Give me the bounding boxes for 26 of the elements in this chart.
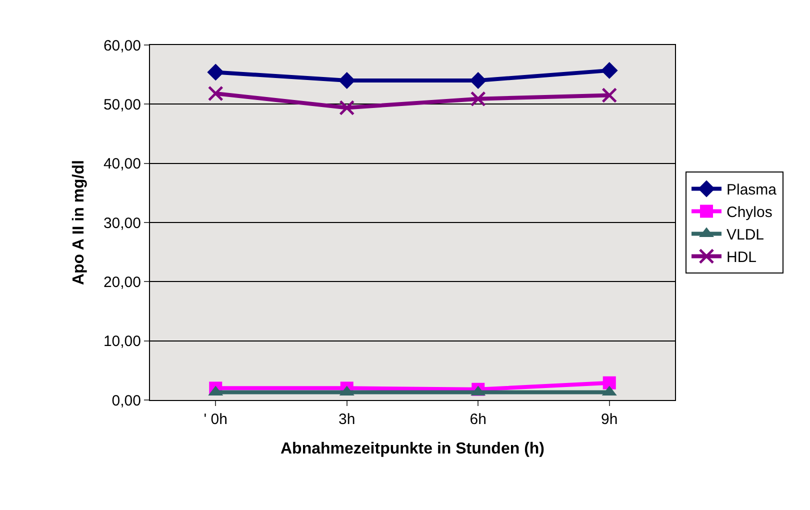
x-tick-label: 6h bbox=[470, 411, 486, 428]
y-tick-label: 60,00 bbox=[103, 37, 141, 54]
y-tick-label: 50,00 bbox=[103, 96, 141, 114]
x-tick-label: ' 0h bbox=[204, 411, 228, 428]
legend-label: Plasma bbox=[726, 182, 778, 199]
point bbox=[470, 91, 486, 107]
y-tick-label: 40,00 bbox=[103, 156, 141, 173]
y-tick-label: 10,00 bbox=[103, 333, 141, 350]
y-tick-label: 20,00 bbox=[103, 274, 141, 291]
legend-label: Chylos bbox=[726, 204, 772, 222]
point bbox=[600, 62, 618, 79]
y-tick-label: 30,00 bbox=[103, 214, 141, 232]
point bbox=[208, 86, 224, 102]
point bbox=[470, 72, 487, 89]
point bbox=[338, 72, 356, 89]
point bbox=[602, 88, 618, 104]
point bbox=[602, 376, 616, 390]
x-tick-label: 9h bbox=[601, 411, 618, 428]
point bbox=[339, 100, 355, 116]
x-tick-label: 3h bbox=[338, 411, 356, 428]
legend-label: VLDL bbox=[726, 226, 764, 244]
x-axis-title: Abnahmezeitpunkte in Stunden (h) bbox=[280, 440, 544, 458]
legend-label: HDL bbox=[726, 249, 757, 266]
point bbox=[207, 64, 224, 81]
y-axis-title: Apo A II in mg/dl bbox=[70, 160, 88, 286]
y-tick-label: 0,00 bbox=[112, 392, 141, 410]
